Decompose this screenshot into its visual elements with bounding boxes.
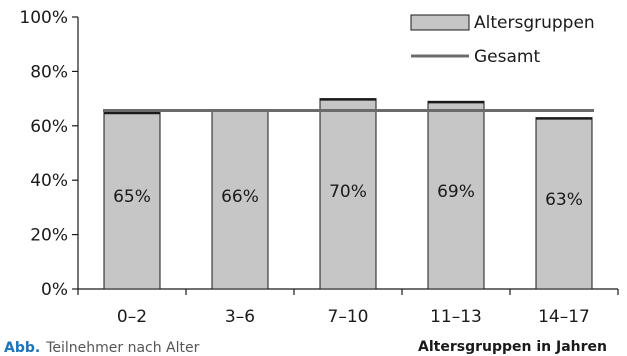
bar: [427, 100, 485, 290]
legend-swatch-altersgruppen: [410, 14, 470, 31]
bar-data-label: 63%: [545, 190, 583, 210]
bar-data-label: 70%: [329, 182, 367, 202]
y-tick-label: 20%: [30, 226, 68, 246]
x-axis-title: Altersgruppen in Jahren: [418, 339, 607, 355]
y-axis: 0% 20% 40% 60% 80% 100%: [19, 8, 79, 300]
legend-label-altersgruppen: Altersgruppen: [474, 13, 595, 33]
figure-caption: Abb. Teilnehmer nach Alter: [4, 340, 199, 356]
bar-data-label: 69%: [437, 182, 475, 202]
bar: [535, 117, 593, 290]
y-tick-label: 100%: [19, 8, 68, 28]
bars: 65% 66% 70% 69% 63%: [103, 98, 593, 290]
figure-number: Abb.: [4, 340, 41, 356]
bar-data-label: 66%: [221, 187, 259, 207]
y-tick-label: 60%: [30, 117, 68, 137]
y-tick-label: 0%: [41, 280, 68, 300]
legend: Altersgruppen Gesamt: [410, 13, 595, 67]
y-tick-label: 80%: [30, 62, 68, 82]
y-tick-label: 40%: [30, 171, 68, 191]
bar: [319, 98, 377, 290]
figure-caption-text: Teilnehmer nach Alter: [46, 340, 200, 356]
x-axis: 0–2 3–6 7–10 11–13 14–17: [77, 288, 619, 327]
bar: [103, 111, 161, 290]
x-tick-label: 14–17: [538, 307, 590, 327]
bar-data-label: 65%: [113, 187, 151, 207]
bar: [211, 108, 269, 290]
x-tick-label: 0–2: [117, 307, 147, 327]
legend-label-gesamt: Gesamt: [474, 47, 540, 67]
x-tick-label: 3–6: [225, 307, 255, 327]
x-tick-label: 7–10: [328, 307, 369, 327]
x-tick-label: 11–13: [430, 307, 482, 327]
